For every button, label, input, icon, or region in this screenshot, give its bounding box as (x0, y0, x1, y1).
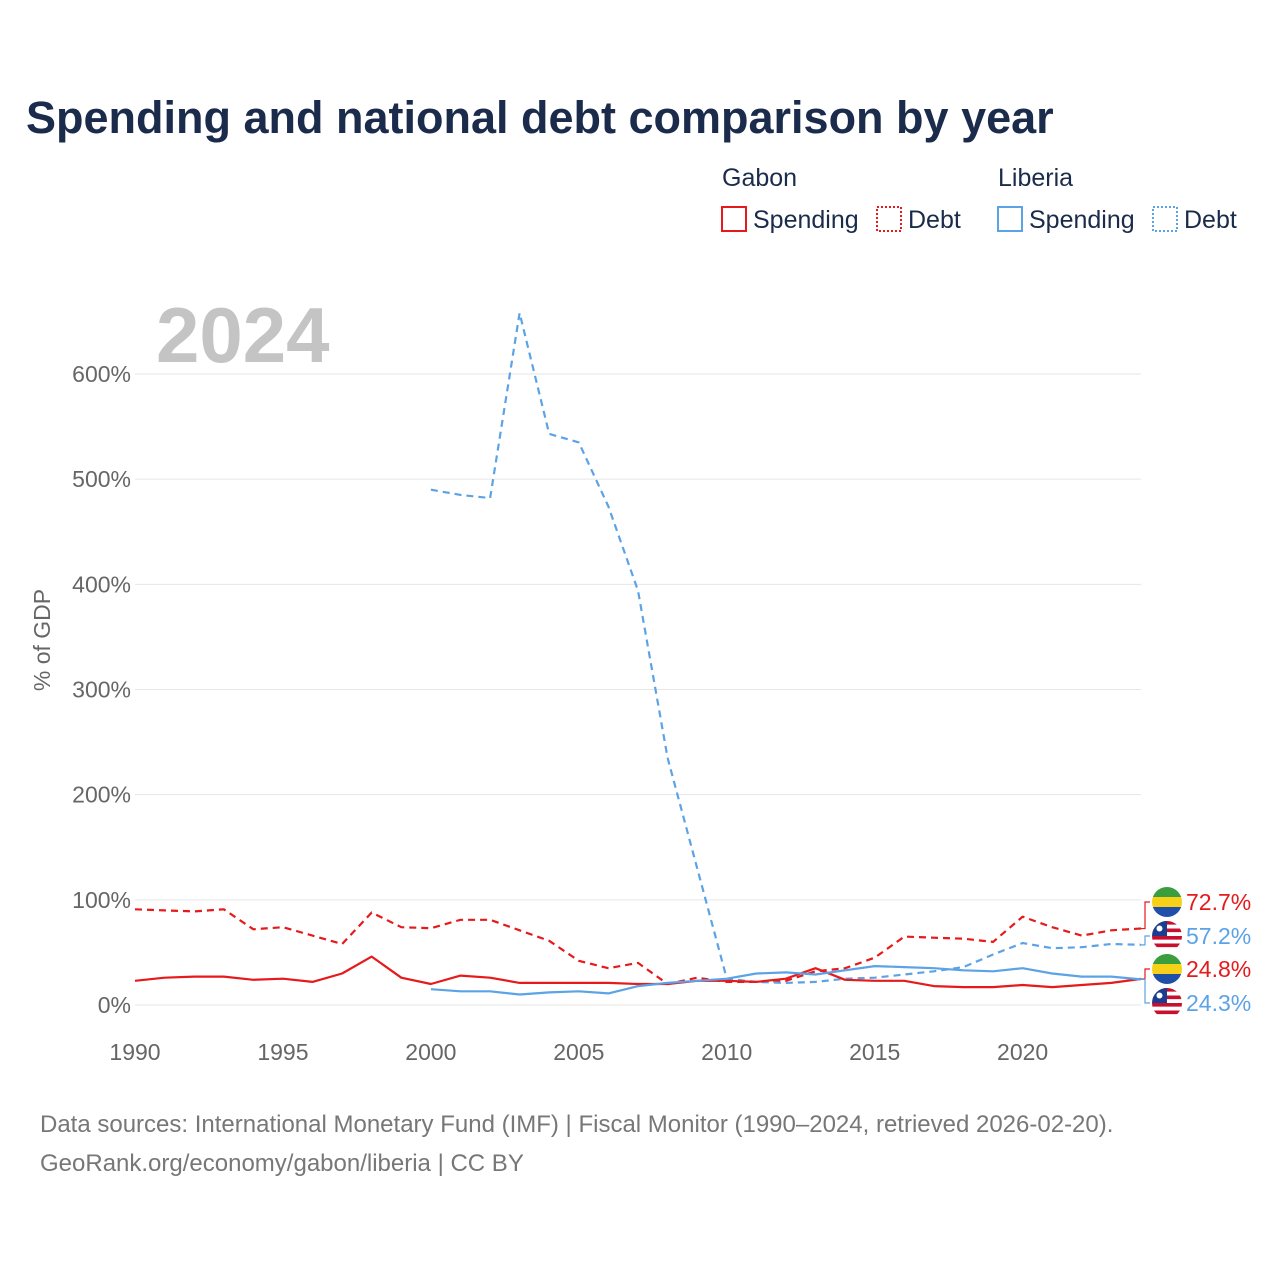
end-label-value: 24.3% (1186, 990, 1251, 1016)
liberia-flag-icon (1152, 988, 1182, 1018)
legend: Gabon Spending Debt Liberia Spending Deb… (721, 164, 1237, 234)
gridlines (135, 373, 1141, 1006)
series-line-gabon-debt (134, 908, 1142, 986)
y-tick-label: 400% (72, 571, 131, 597)
legend-country-liberia: Liberia (998, 164, 1073, 192)
series-lines (134, 311, 1142, 996)
legend-swatch-gabon-debt (876, 206, 902, 232)
x-tick-label: 2000 (405, 1039, 456, 1065)
end-label-connector (1141, 968, 1150, 980)
end-label-value: 24.8% (1186, 956, 1251, 982)
legend-country-gabon: Gabon (722, 164, 797, 192)
y-tick-label: 600% (72, 361, 131, 387)
chart-title: Spending and national debt comparison by… (26, 92, 1054, 143)
series-line-liberia-debt (430, 311, 1142, 984)
gabon-flag-icon (1152, 887, 1182, 917)
legend-label-gabon-debt: Debt (908, 206, 961, 234)
x-axis-ticks: 1990 1995 2000 2005 2010 2015 2020 (109, 1039, 1048, 1065)
x-tick-label: 1990 (109, 1039, 160, 1065)
y-axis-ticks: 0% 100% 200% 300% 400% 500% 600% (72, 361, 131, 1018)
end-labels: 72.7% 57.2% 24.8% 24.3% (1141, 887, 1251, 1018)
x-tick-label: 2015 (849, 1039, 900, 1065)
end-label-value: 72.7% (1186, 889, 1251, 915)
x-tick-label: 2020 (997, 1039, 1048, 1065)
liberia-flag-icon (1152, 921, 1182, 951)
y-tick-label: 300% (72, 677, 131, 703)
y-axis-title: % of GDP (29, 589, 55, 691)
x-tick-label: 2005 (553, 1039, 604, 1065)
y-tick-label: 200% (72, 782, 131, 808)
legend-swatch-gabon-spending (721, 206, 747, 232)
x-tick-label: 1995 (257, 1039, 308, 1065)
end-label-value: 57.2% (1186, 923, 1251, 949)
y-tick-label: 0% (98, 992, 131, 1018)
legend-swatch-liberia-spending (997, 206, 1023, 232)
series-line-liberia-spending (430, 965, 1142, 996)
legend-swatch-liberia-debt (1152, 206, 1178, 232)
legend-label-liberia-debt: Debt (1184, 206, 1237, 234)
legend-label-gabon-spending: Spending (753, 206, 859, 234)
year-label: 2024 (156, 291, 330, 379)
end-label-connector (1141, 978, 1150, 1004)
source-line-2: GeoRank.org/economy/gabon/liberia | CC B… (40, 1150, 524, 1177)
y-tick-label: 500% (72, 466, 131, 492)
x-tick-label: 2010 (701, 1039, 752, 1065)
end-label-connector (1141, 901, 1150, 930)
gabon-flag-icon (1152, 954, 1182, 984)
legend-label-liberia-spending: Spending (1029, 206, 1135, 234)
end-label-connector (1141, 935, 1150, 946)
series-line-gabon-spending (134, 955, 1142, 989)
y-tick-label: 100% (72, 887, 131, 913)
source-line-1: Data sources: International Monetary Fun… (40, 1111, 1113, 1138)
